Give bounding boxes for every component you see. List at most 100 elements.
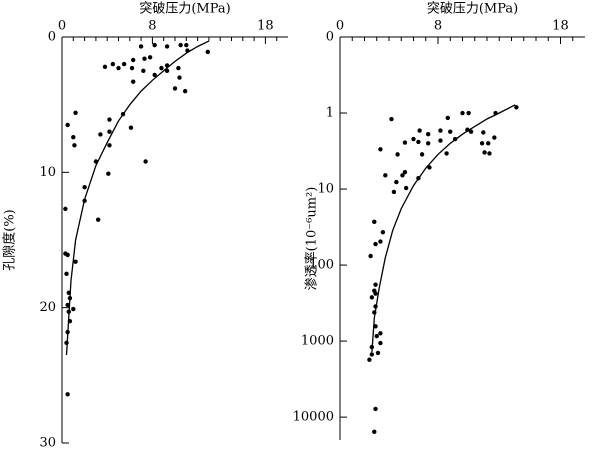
data-point [73,259,78,264]
data-point [372,310,377,315]
data-point [448,129,453,134]
data-point [378,331,383,336]
fit-curve [65,40,210,356]
data-point [468,129,474,134]
data-point [378,340,383,346]
data-point [141,68,146,74]
data-point [98,132,103,137]
data-point [369,352,375,357]
x-tick-label: 0 [336,19,344,34]
data-point [419,152,425,157]
x-tick-label: 18 [257,19,274,34]
data-point [400,173,405,178]
data-point [128,125,134,130]
y-tick-label: 30 [39,436,56,449]
data-point [178,42,183,48]
y-tick-label: 1 [326,106,334,121]
data-point [64,340,69,346]
data-point [395,152,400,157]
data-point [65,329,70,335]
fit-curve [371,104,516,353]
data-point [403,185,409,191]
data-point [383,173,388,178]
data-point [373,241,378,247]
data-point [426,132,431,137]
data-point [416,175,421,181]
data-point [65,122,70,128]
data-point [445,115,450,121]
data-point [130,57,136,63]
data-point [82,185,87,190]
data-point [426,141,431,146]
y-tick-label: 0 [48,30,56,45]
data-point [67,295,73,301]
data-point [64,271,69,277]
data-point [378,147,383,152]
data-point [66,290,71,295]
data-point [372,429,377,434]
data-point [176,65,181,71]
data-point [411,136,416,142]
data-point [487,151,492,156]
data-point [492,135,497,140]
data-point [514,105,519,110]
data-point [130,79,136,84]
data-point [72,143,77,148]
data-point [493,110,498,116]
data-point [427,165,432,170]
x-tick-label: 8 [148,19,156,34]
data-point [65,392,70,397]
data-point [63,206,68,212]
data-point [107,143,112,148]
y-axis-title: 渗透率(10⁻⁶um²) [304,187,320,291]
data-point [465,127,470,132]
data-point [66,309,71,314]
data-point [164,63,170,68]
data-point [378,239,383,244]
x-tick-label: 8 [434,19,442,34]
y-tick-label: 20 [39,300,56,315]
data-point [121,61,127,67]
data-point [402,140,408,145]
data-point [389,116,394,122]
y-tick-label: 10 [317,182,334,197]
data-point [373,406,378,412]
data-point [367,357,372,362]
data-point [205,49,210,55]
data-point [375,350,381,356]
y-tick-label: 10000 [293,410,334,425]
data-point [152,72,157,78]
data-point [368,253,373,259]
data-point [182,88,188,94]
data-point [71,306,76,312]
data-point [95,217,101,222]
x-tick-label: 18 [552,19,569,34]
data-point [102,64,108,69]
data-point [93,159,99,164]
data-point [372,219,377,225]
data-point [107,129,112,134]
data-point [416,139,421,145]
data-point [482,150,487,155]
data-point [417,128,422,133]
data-point [67,319,73,324]
x-tick-label: 0 [58,19,66,34]
data-point [460,110,465,116]
data-point [438,138,443,143]
data-point [147,55,153,60]
data-point [185,48,190,53]
data-point [466,110,471,116]
data-point [394,179,399,185]
data-point [65,302,70,308]
data-point [373,291,378,296]
y-tick-label: 10 [39,165,56,180]
y-tick-label: 1000 [301,334,334,349]
data-point [138,44,144,49]
data-point [143,159,148,164]
data-point [71,134,76,140]
data-point [374,333,379,339]
data-point [73,110,78,115]
data-point [82,198,87,203]
data-point [452,136,458,142]
